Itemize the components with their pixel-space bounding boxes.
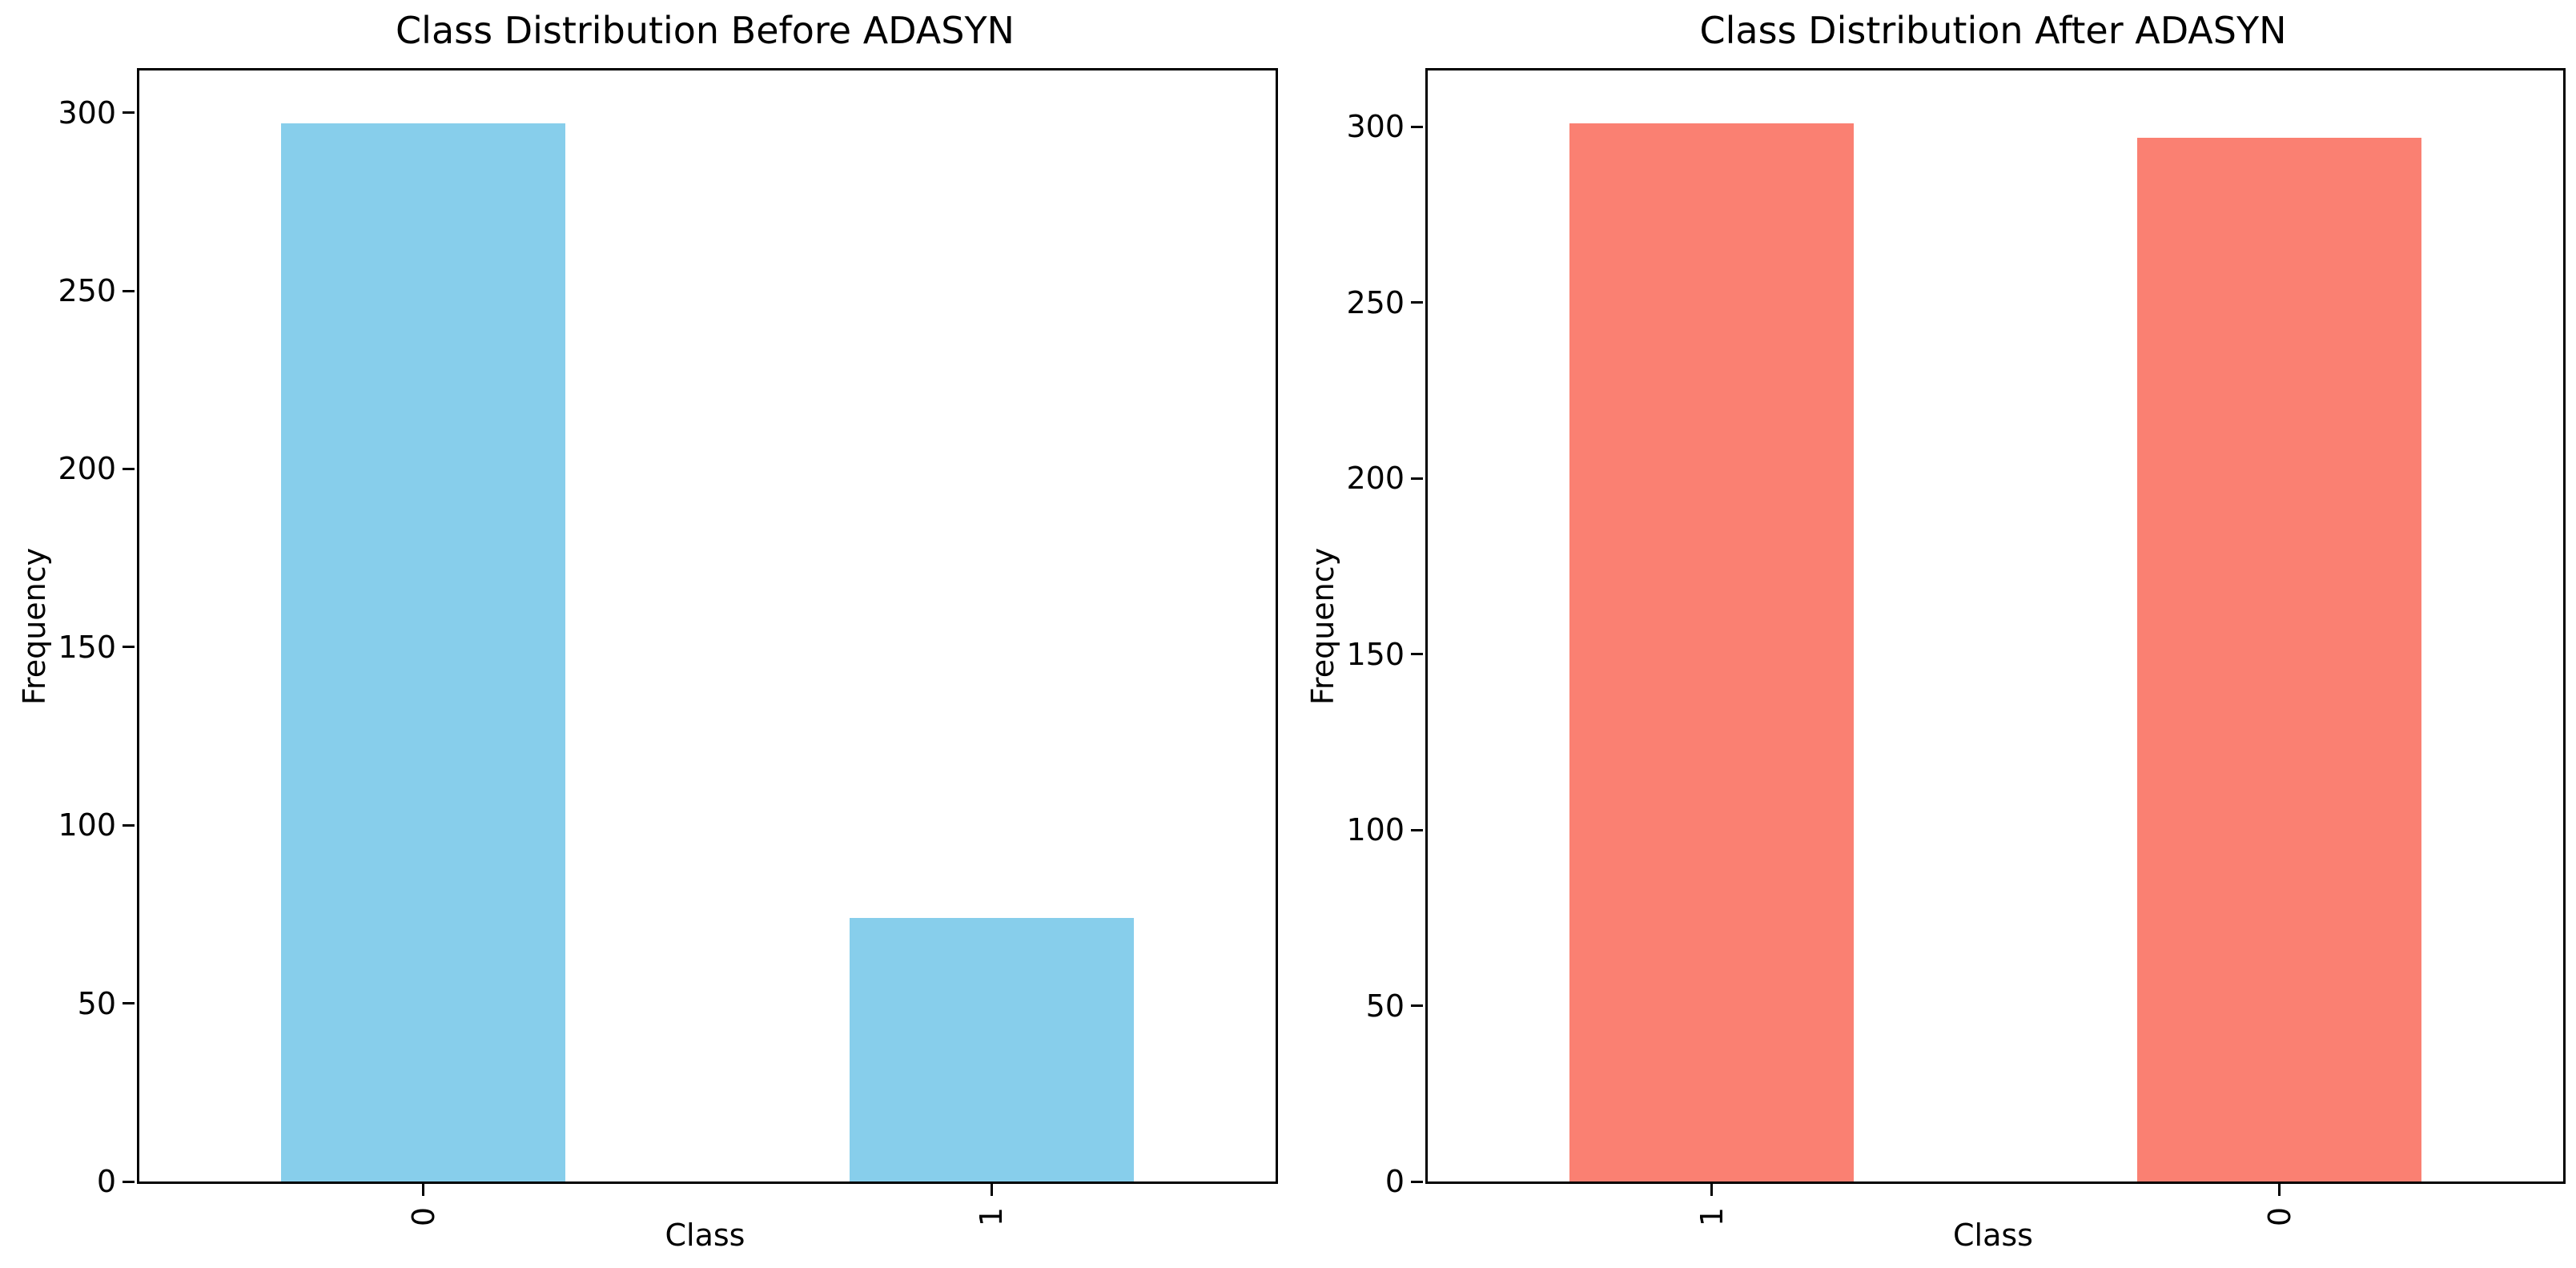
bar-class-0	[281, 123, 566, 1181]
bar-class-1	[1569, 123, 1854, 1181]
y-tick-label: 150	[58, 629, 116, 665]
y-tick-mark	[123, 289, 135, 292]
y-tick-label: 300	[1346, 109, 1405, 145]
chart-title: Class Distribution Before ADASYN	[396, 9, 1015, 52]
y-tick-mark	[123, 1002, 135, 1005]
y-tick-mark	[1411, 301, 1423, 304]
y-tick-label: 250	[1346, 284, 1405, 320]
plot-area: 0 50 100 150 200 250 300 0 1 Frequency	[17, 68, 1278, 1226]
y-tick-mark	[1411, 828, 1423, 831]
y-tick-mark	[123, 1180, 135, 1183]
y-tick-label: 100	[58, 807, 116, 843]
bar-class-1	[849, 917, 1134, 1181]
y-tick-label: 0	[1384, 1164, 1405, 1199]
y-tick-mark	[1411, 653, 1423, 656]
y-tick-mark	[123, 467, 135, 470]
y-tick-mark	[1411, 1004, 1423, 1008]
plot-area: 0 50 100 150 200 250 300 1 0 Frequency	[1305, 68, 2566, 1226]
y-tick-label: 150	[1346, 636, 1405, 672]
chart-after-adasyn: Class Distribution After ADASYN 0 50 100 15…	[1305, 0, 2566, 1268]
x-tick-mark	[1710, 1184, 1713, 1196]
y-tick-mark	[123, 646, 135, 649]
y-tick-label: 50	[1365, 988, 1405, 1024]
x-axis-label: Class	[1953, 1218, 2033, 1253]
y-tick-mark	[123, 823, 135, 827]
y-tick-mark	[1411, 1180, 1423, 1183]
y-tick-mark	[123, 111, 135, 115]
bar-class-0	[2137, 137, 2421, 1181]
x-tick-mark	[990, 1184, 993, 1196]
chart-title: Class Distribution After ADASYN	[1699, 9, 2287, 52]
y-tick-label: 50	[77, 985, 116, 1021]
x-tick-mark	[422, 1184, 425, 1196]
x-axis-label: Class	[665, 1218, 745, 1253]
x-tick-mark	[2278, 1184, 2281, 1196]
y-tick-label: 200	[58, 451, 116, 487]
y-tick-mark	[1411, 125, 1423, 128]
y-tick-label: 250	[58, 273, 116, 309]
y-axis-label: Frequency	[17, 547, 52, 705]
chart-before-adasyn: Class Distribution Before ADASYN 0 50 100 1…	[17, 0, 1278, 1268]
y-axis-label: Frequency	[1305, 547, 1340, 705]
y-tick-label: 0	[96, 1164, 116, 1199]
y-tick-label: 100	[1346, 812, 1405, 848]
y-tick-mark	[1411, 477, 1423, 480]
y-tick-label: 200	[1346, 461, 1405, 497]
y-tick-label: 300	[58, 95, 116, 131]
